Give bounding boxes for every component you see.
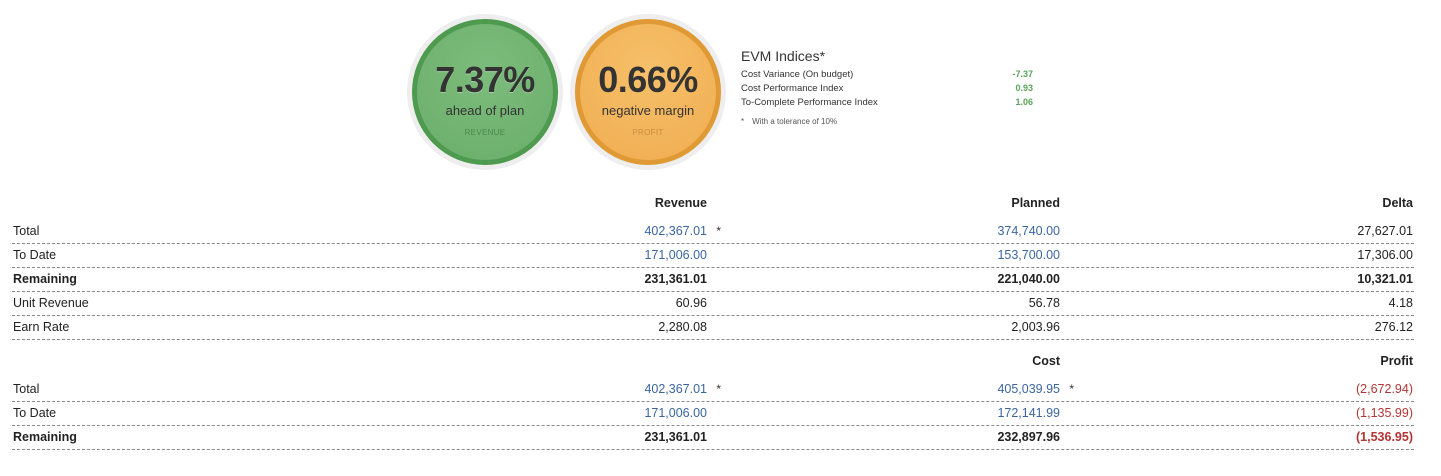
evm-tolerance-note: * With a tolerance of 10% <box>741 117 1041 126</box>
row-label: Unit Revenue <box>13 296 89 310</box>
table-row: Remaining 231,361.01 232,897.96 (1,536.9… <box>12 426 1414 450</box>
revenue-to-date-link[interactable]: 171,006.00 <box>644 406 707 420</box>
revenue-gauge-caption: ahead of plan <box>445 103 525 118</box>
row-label: Total <box>13 382 40 396</box>
evm-label: To-Complete Performance Index <box>741 97 878 108</box>
cost-value: 232,897.96 <box>997 430 1060 444</box>
revenue-value: 60.96 <box>675 296 707 310</box>
profit-gauge-disc: 0.66% negative margin PROFIT <box>575 19 721 165</box>
revenue-total-link[interactable]: 402,367.01 <box>644 224 707 238</box>
evm-indices-panel: EVM Indices* Cost Variance (On budget) -… <box>741 48 1041 126</box>
row-label: Remaining <box>13 430 77 444</box>
profit-table: Cost Profit Total 402,367.01 * 405,039.9… <box>12 354 1414 450</box>
revenue-gauge-tag: REVENUE <box>464 128 506 137</box>
header-revenue: Revenue <box>654 196 707 210</box>
planned-value: 2,003.96 <box>1011 320 1060 334</box>
evm-value: -7.37 <box>1012 69 1033 79</box>
revenue-to-date-link[interactable]: 171,006.00 <box>644 248 707 262</box>
planned-value: 221,040.00 <box>997 272 1060 286</box>
profit-value: (2,672.94) <box>1356 382 1413 396</box>
profit-value: (1,135.99) <box>1356 406 1413 420</box>
revenue-gauge-disc: 7.37% ahead of plan REVENUE <box>412 19 558 165</box>
evm-note-text: With a tolerance of 10% <box>752 117 838 126</box>
row-label: To Date <box>13 406 57 420</box>
revenue-total-link[interactable]: 402,367.01 <box>644 382 707 396</box>
delta-value: 276.12 <box>1374 320 1413 334</box>
table-row: Earn Rate 2,280.08 2,003.96 276.12 <box>12 316 1414 340</box>
table-row: Remaining 231,361.01 221,040.00 10,321.0… <box>12 268 1414 292</box>
planned-value: 56.78 <box>1028 296 1060 310</box>
row-label: Earn Rate <box>13 320 70 334</box>
table-row: To Date 171,006.00 172,141.99 (1,135.99) <box>12 402 1414 426</box>
evm-row-cpi: Cost Performance Index 0.93 <box>741 83 1041 97</box>
revenue-table: Revenue Planned Delta Total 402,367.01 *… <box>12 196 1414 340</box>
evm-row-tcpi: To-Complete Performance Index 1.06 <box>741 97 1041 111</box>
delta-value: 27,627.01 <box>1357 224 1413 238</box>
row-label: Total <box>13 224 40 238</box>
profit-table-header: Cost Profit <box>12 354 1414 378</box>
cost-to-date-link[interactable]: 172,141.99 <box>997 406 1060 420</box>
profit-gauge: 0.66% negative margin PROFIT <box>570 14 726 170</box>
revenue-table-header: Revenue Planned Delta <box>12 196 1414 220</box>
row-label: Remaining <box>13 272 77 286</box>
cost-total-link[interactable]: 405,039.95 <box>997 382 1060 396</box>
planned-total-link[interactable]: 374,740.00 <box>997 224 1060 238</box>
evm-value: 1.06 <box>1015 97 1033 107</box>
profit-gauge-value: 0.66% <box>598 59 698 100</box>
evm-note-asterisk: * <box>741 117 745 126</box>
evm-title: EVM Indices* <box>741 48 826 64</box>
asterisk-marker: * <box>1069 382 1074 396</box>
header-cost: Cost <box>1032 354 1060 368</box>
revenue-value: 2,280.08 <box>658 320 707 334</box>
revenue-value: 231,361.01 <box>644 430 707 444</box>
delta-value: 10,321.01 <box>1357 272 1413 286</box>
table-row: To Date 171,006.00 153,700.00 17,306.00 <box>12 244 1414 268</box>
revenue-gauge-value: 7.37% <box>435 59 535 100</box>
evm-row-cost-variance: Cost Variance (On budget) -7.37 <box>741 69 1041 83</box>
profit-value: (1,536.95) <box>1356 430 1413 444</box>
evm-value: 0.93 <box>1015 83 1033 93</box>
evm-label: Cost Performance Index <box>741 83 844 94</box>
table-row: Total 402,367.01 * 405,039.95 * (2,672.9… <box>12 378 1414 402</box>
profit-gauge-tag: PROFIT <box>632 128 664 137</box>
revenue-gauge: 7.37% ahead of plan REVENUE <box>407 14 563 170</box>
planned-to-date-link[interactable]: 153,700.00 <box>997 248 1060 262</box>
asterisk-marker: * <box>716 224 721 238</box>
header-profit: Profit <box>1380 354 1413 368</box>
header-delta: Delta <box>1382 196 1413 210</box>
delta-value: 4.18 <box>1388 296 1413 310</box>
profit-gauge-caption: negative margin <box>601 103 695 118</box>
revenue-value: 231,361.01 <box>644 272 707 286</box>
evm-label: Cost Variance (On budget) <box>741 69 854 80</box>
delta-value: 17,306.00 <box>1357 248 1413 262</box>
table-row: Unit Revenue 60.96 56.78 4.18 <box>12 292 1414 316</box>
table-row: Total 402,367.01 * 374,740.00 27,627.01 <box>12 220 1414 244</box>
row-label: To Date <box>13 248 57 262</box>
asterisk-marker: * <box>716 382 721 396</box>
header-planned: Planned <box>1011 196 1060 210</box>
